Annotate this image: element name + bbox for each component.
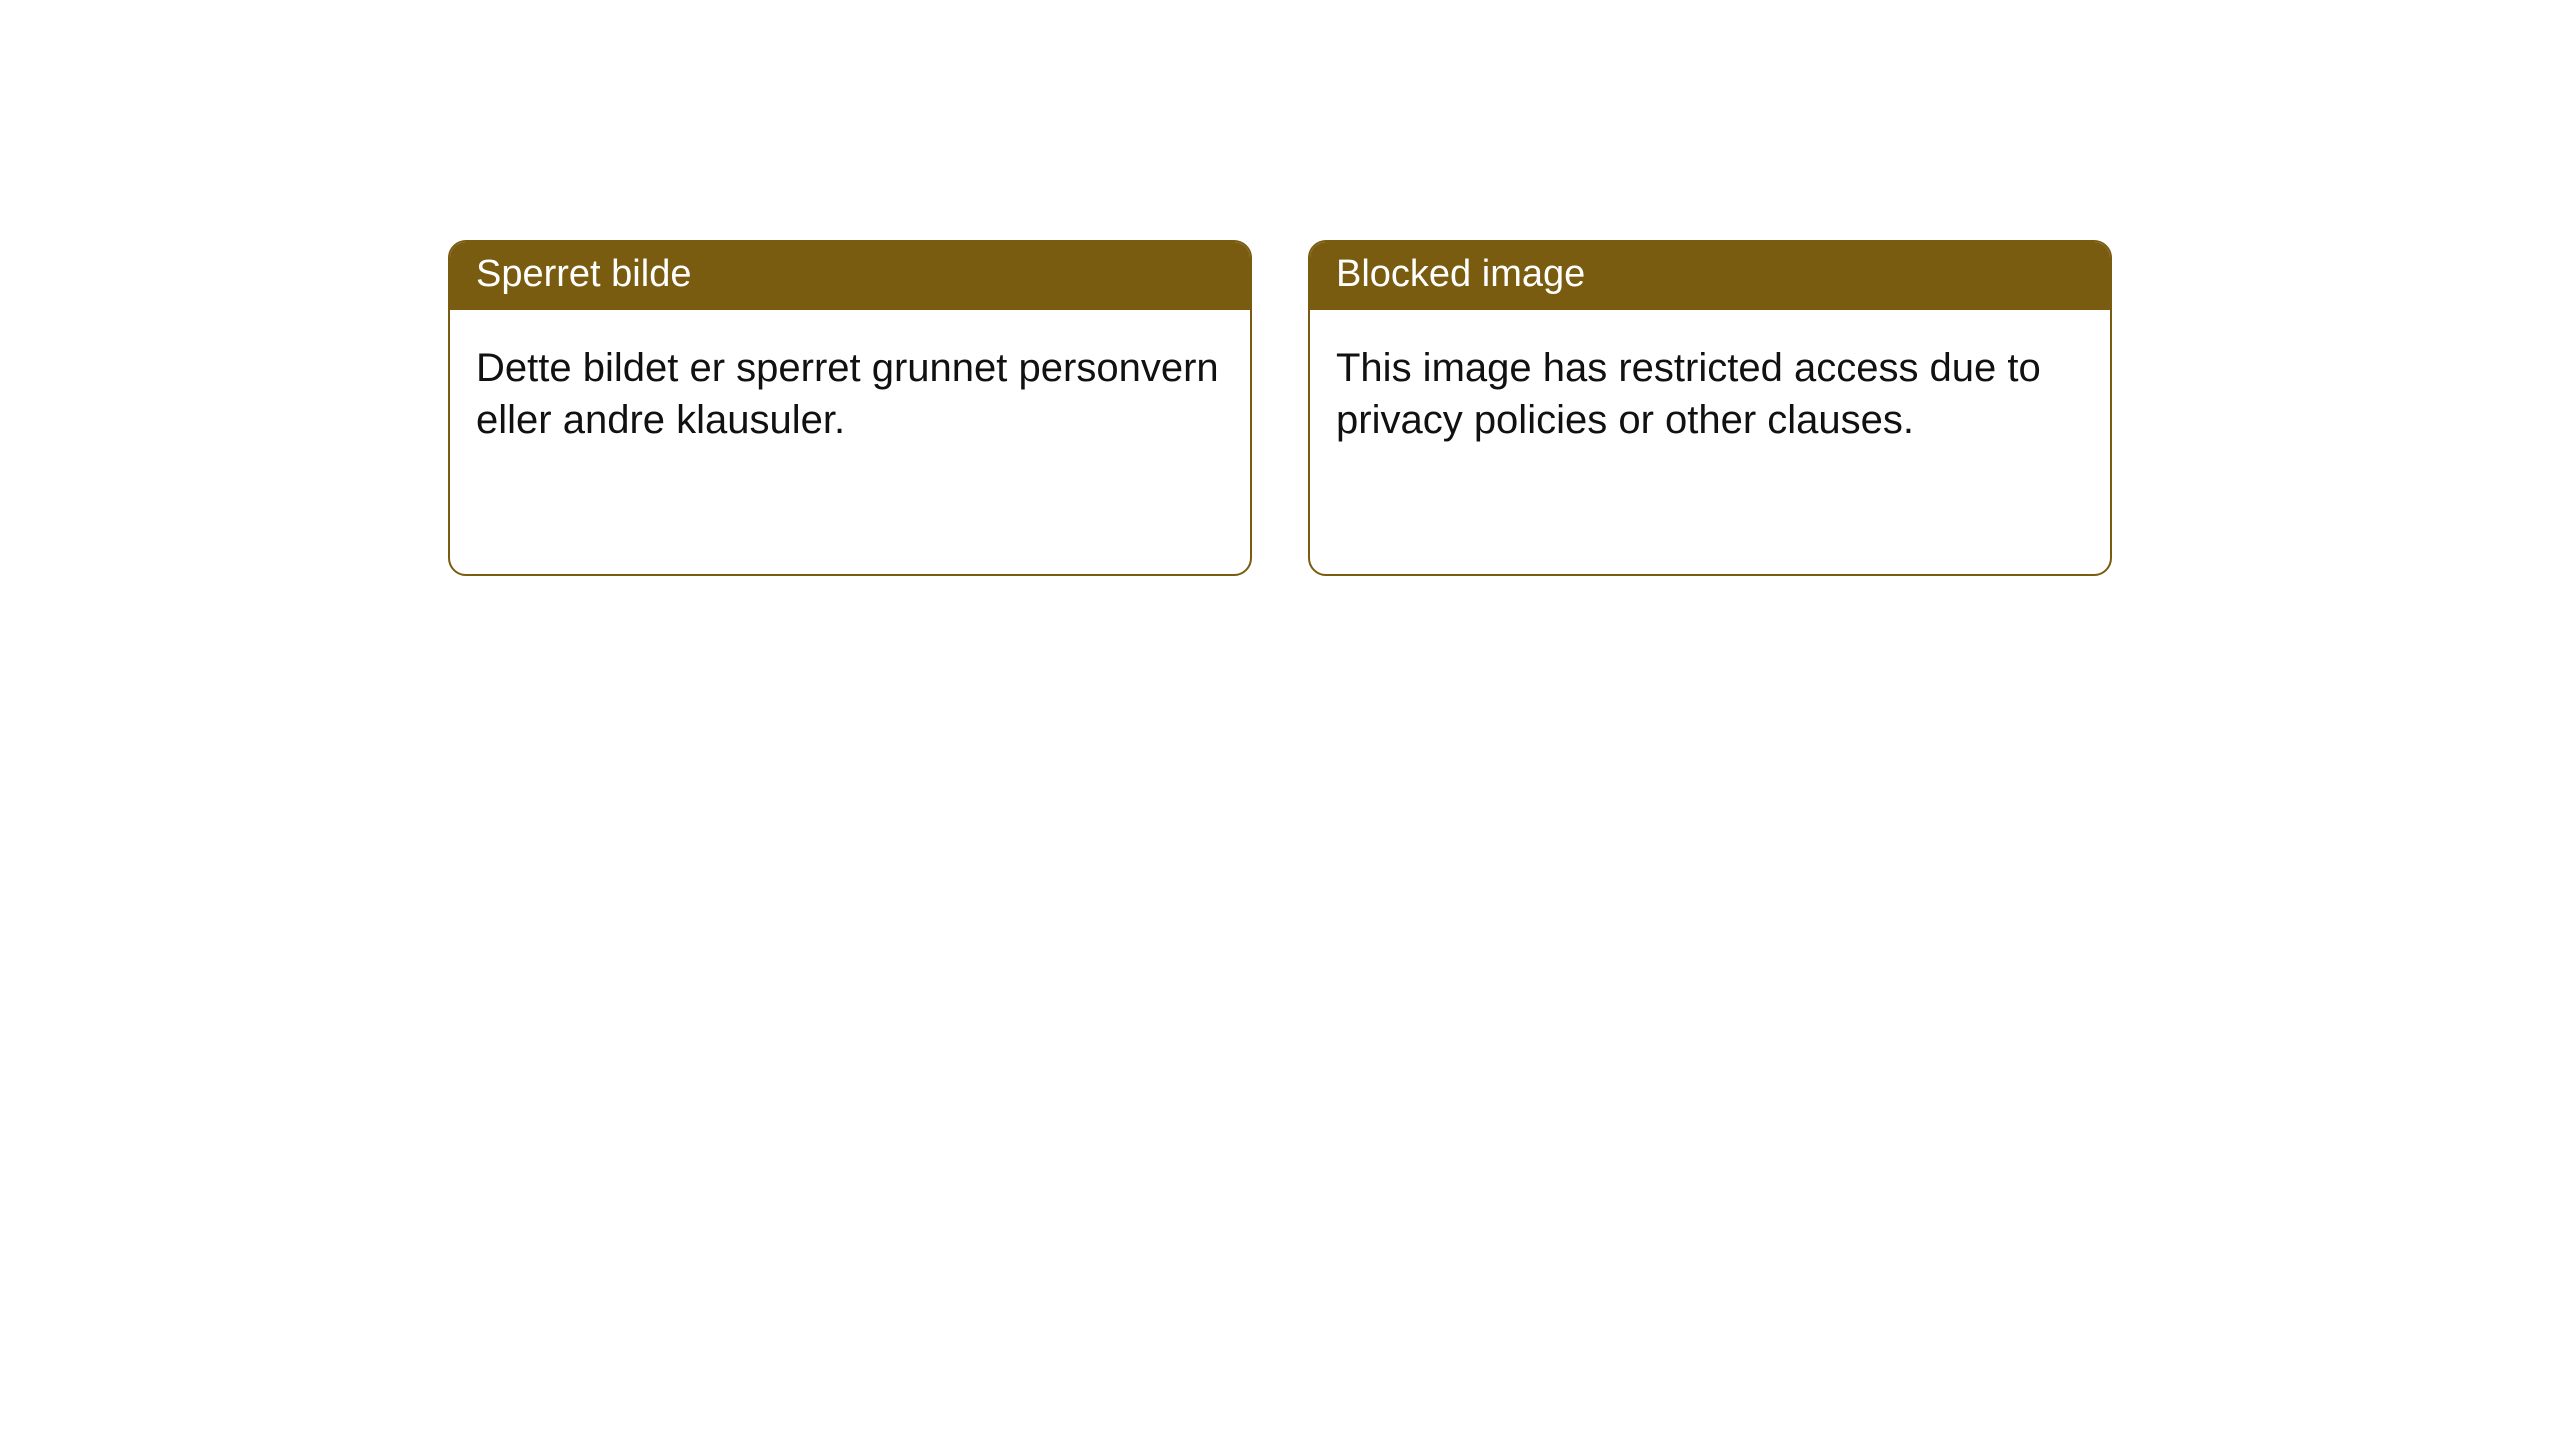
card-title: Blocked image bbox=[1336, 253, 1585, 295]
card-body-text: This image has restricted access due to … bbox=[1336, 346, 2041, 443]
card-header: Blocked image bbox=[1310, 242, 2110, 310]
card-container: Sperret bilde Dette bildet er sperret gr… bbox=[0, 0, 2560, 576]
blocked-image-card-no: Sperret bilde Dette bildet er sperret gr… bbox=[448, 240, 1252, 576]
card-body: This image has restricted access due to … bbox=[1310, 310, 2110, 480]
card-body-text: Dette bildet er sperret grunnet personve… bbox=[476, 346, 1219, 443]
blocked-image-card-en: Blocked image This image has restricted … bbox=[1308, 240, 2112, 576]
card-header: Sperret bilde bbox=[450, 242, 1250, 310]
card-title: Sperret bilde bbox=[476, 253, 691, 295]
card-body: Dette bildet er sperret grunnet personve… bbox=[450, 310, 1250, 480]
